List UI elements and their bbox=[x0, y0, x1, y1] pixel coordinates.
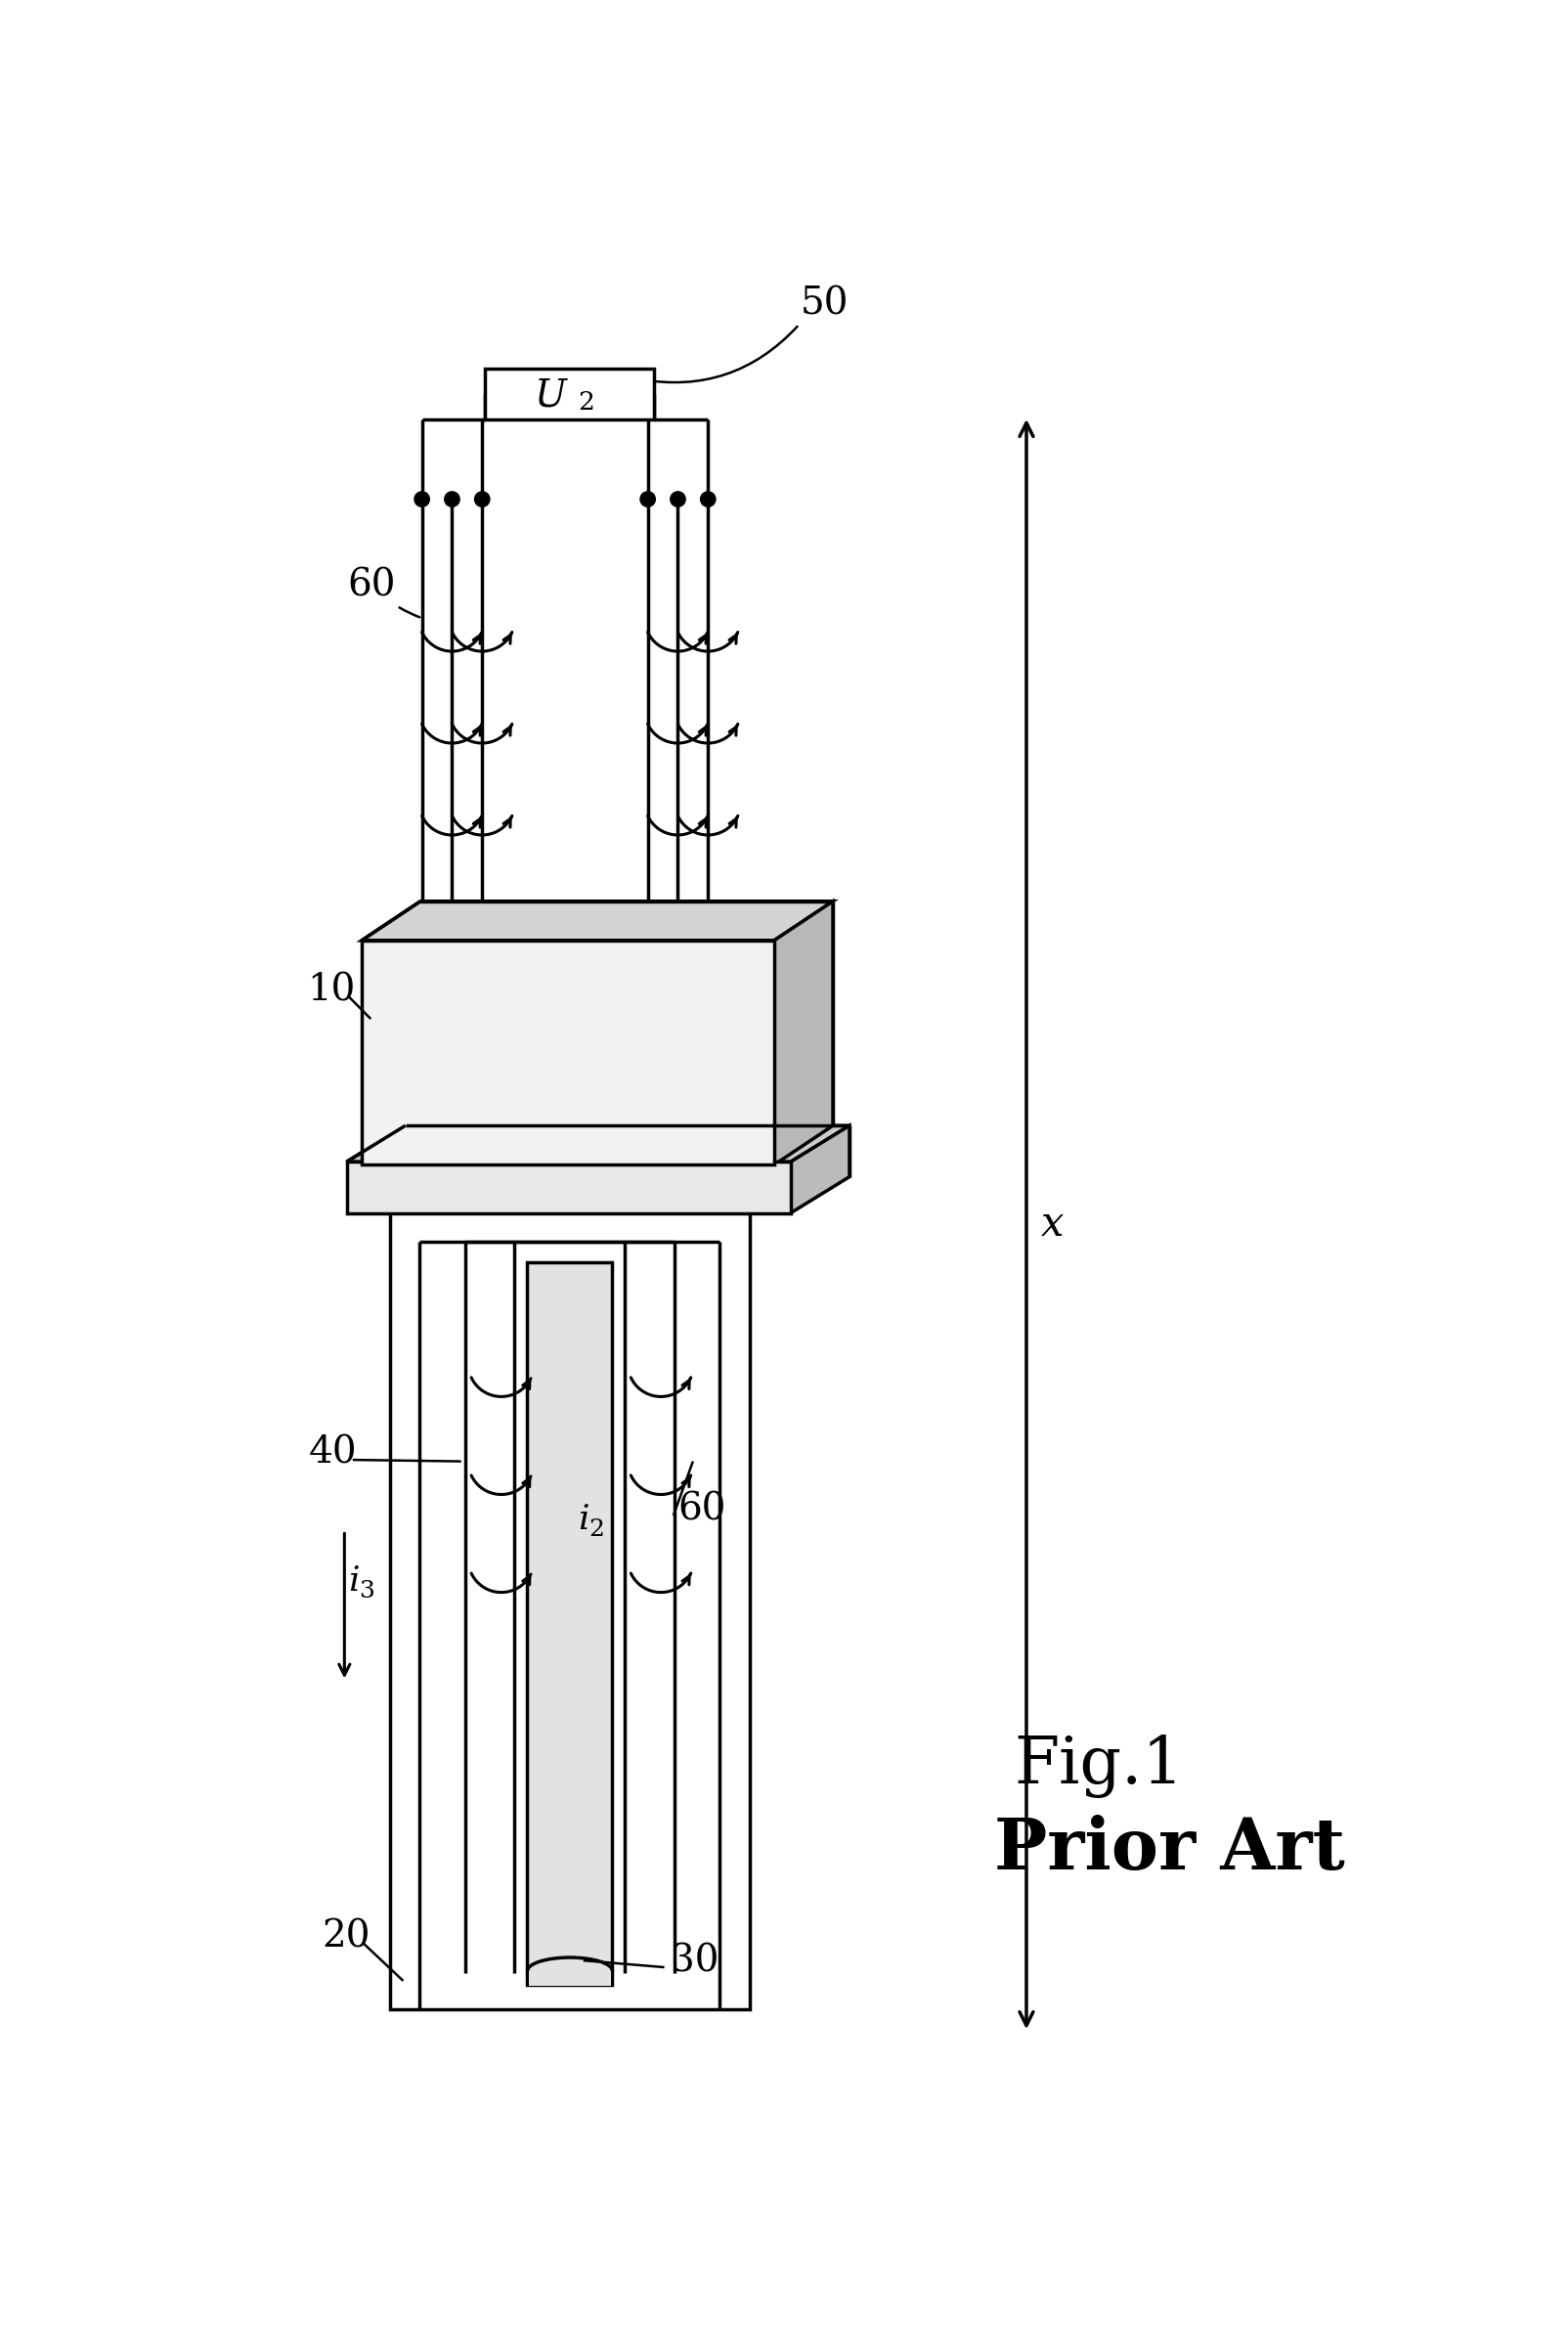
Circle shape bbox=[445, 491, 459, 508]
Polygon shape bbox=[347, 1124, 850, 1162]
Polygon shape bbox=[790, 1124, 850, 1213]
Text: Fig.1: Fig.1 bbox=[1014, 1734, 1184, 1797]
Bar bbox=[362, 941, 775, 1164]
Bar bbox=[389, 1211, 750, 2009]
Circle shape bbox=[640, 491, 655, 508]
Text: 40: 40 bbox=[309, 1434, 358, 1471]
Text: x: x bbox=[1041, 1204, 1065, 1245]
Text: 2: 2 bbox=[579, 391, 594, 414]
Text: i: i bbox=[577, 1502, 590, 1536]
Bar bbox=[347, 1162, 790, 1213]
Circle shape bbox=[475, 491, 489, 508]
Bar bbox=[527, 1262, 613, 1983]
Text: 2: 2 bbox=[588, 1518, 604, 1541]
Circle shape bbox=[414, 491, 430, 508]
Text: i: i bbox=[348, 1564, 359, 1597]
Text: 10: 10 bbox=[307, 973, 356, 1008]
Bar bbox=[485, 368, 654, 419]
Text: Prior Art: Prior Art bbox=[994, 1814, 1345, 1883]
Text: U: U bbox=[535, 377, 566, 414]
Circle shape bbox=[671, 491, 685, 508]
Polygon shape bbox=[362, 901, 833, 941]
Text: 60: 60 bbox=[677, 1492, 726, 1527]
Text: 20: 20 bbox=[321, 1918, 370, 1956]
Bar bbox=[528, 1972, 612, 1986]
Text: 60: 60 bbox=[348, 568, 420, 617]
Text: 30: 30 bbox=[671, 1944, 718, 1979]
Text: 50: 50 bbox=[801, 286, 848, 321]
Text: 3: 3 bbox=[359, 1581, 375, 1602]
Circle shape bbox=[701, 491, 715, 508]
Polygon shape bbox=[775, 901, 833, 1164]
